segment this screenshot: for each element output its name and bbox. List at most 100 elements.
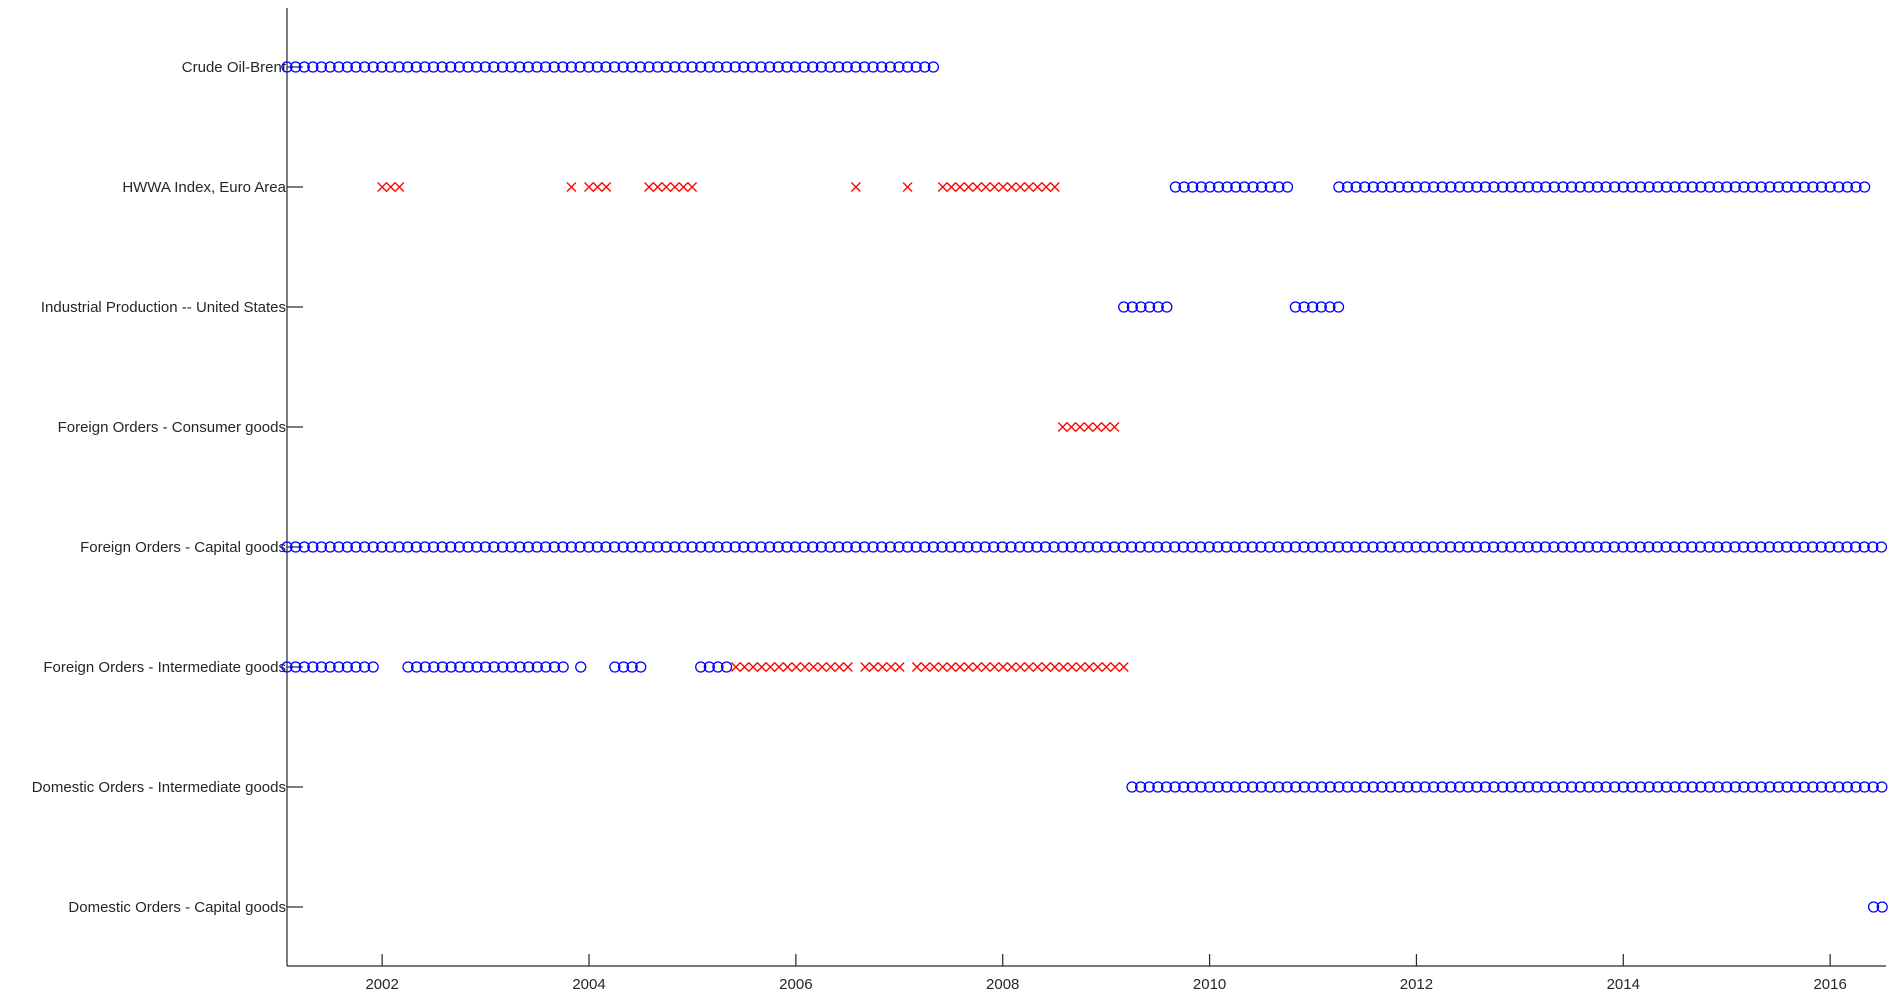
data-point-circle xyxy=(1238,541,1250,553)
data-point-circle xyxy=(1315,781,1328,793)
data-point-circle xyxy=(436,61,448,73)
data-point-circle xyxy=(514,61,526,73)
x-tick-label: 2004 xyxy=(572,976,605,993)
data-point-circle xyxy=(1246,541,1258,553)
data-point-circle xyxy=(548,661,561,673)
data-point-circle xyxy=(1496,181,1509,193)
data-point-circle xyxy=(643,541,655,553)
data-point-circle xyxy=(436,661,449,673)
data-point-circle xyxy=(1194,541,1207,553)
data-point-circle xyxy=(591,541,603,553)
data-point-circle xyxy=(1669,781,1681,793)
data-point-circle xyxy=(1729,541,1741,553)
data-point-circle xyxy=(608,61,621,73)
data-point-circle xyxy=(1462,781,1474,793)
data-point-circle xyxy=(867,61,879,73)
data-point-circle xyxy=(1574,181,1586,193)
data-point-circle xyxy=(1117,541,1129,553)
data-point-circle xyxy=(626,661,638,673)
data-point-circle xyxy=(1230,181,1242,193)
data-point-cross xyxy=(929,662,940,672)
data-point-circle xyxy=(1686,181,1698,193)
data-point-circle xyxy=(341,661,353,673)
data-point-circle xyxy=(1178,181,1190,193)
data-point-circle xyxy=(1634,541,1646,553)
data-point-circle xyxy=(1798,781,1810,793)
data-point-circle xyxy=(1419,181,1431,193)
x-tick-label: 2008 xyxy=(986,976,1019,993)
data-point-circle xyxy=(746,541,759,553)
data-point-circle xyxy=(703,541,715,553)
data-point-circle xyxy=(729,61,741,73)
data-point-circle xyxy=(1384,781,1397,793)
data-point-circle xyxy=(600,61,612,73)
data-point-cross xyxy=(825,662,836,672)
data-point-cross xyxy=(1083,422,1094,432)
data-point-circle xyxy=(410,661,423,673)
data-point-cross xyxy=(1049,182,1060,192)
data-point-circle xyxy=(462,61,474,73)
data-point-circle xyxy=(1850,181,1862,193)
data-point-circle xyxy=(901,541,914,553)
data-point-circle xyxy=(1152,781,1164,793)
data-point-circle xyxy=(1428,781,1440,793)
data-point-circle xyxy=(1652,781,1664,793)
data-point-circle xyxy=(548,61,560,73)
data-point-circle xyxy=(832,541,845,553)
data-point-cross xyxy=(842,662,853,672)
data-point-circle xyxy=(927,61,940,73)
data-point-circle xyxy=(850,61,862,73)
data-point-cross xyxy=(937,182,948,192)
data-point-circle xyxy=(789,61,802,73)
data-point-circle xyxy=(1384,181,1397,193)
data-point-circle xyxy=(1850,781,1862,793)
data-point-cross xyxy=(989,662,1000,672)
data-point-circle xyxy=(557,661,569,673)
data-point-circle xyxy=(1833,781,1845,793)
data-point-cross xyxy=(782,662,793,672)
data-point-circle xyxy=(1367,781,1379,793)
data-point-cross xyxy=(1100,422,1111,432)
data-point-cross xyxy=(1101,662,1112,672)
data-point-circle xyxy=(358,61,371,73)
data-point-circle xyxy=(350,661,362,673)
data-point-circle xyxy=(445,61,457,73)
data-point-cross xyxy=(1110,662,1121,672)
data-point-cross xyxy=(877,662,888,672)
data-point-circle xyxy=(333,661,345,673)
data-point-circle xyxy=(333,541,345,553)
data-point-circle xyxy=(1488,781,1500,793)
data-point-circle xyxy=(1462,541,1474,553)
data-point-circle xyxy=(470,541,483,553)
data-point-circle xyxy=(1187,181,1199,193)
data-point-circle xyxy=(1617,781,1629,793)
data-point-circle xyxy=(1220,541,1233,553)
data-point-circle xyxy=(1221,781,1233,793)
data-point-circle xyxy=(565,61,578,73)
data-point-cross xyxy=(980,662,991,672)
data-point-circle xyxy=(1186,781,1198,793)
data-point-circle xyxy=(651,541,664,553)
data-point-circle xyxy=(1651,541,1664,553)
data-point-circle xyxy=(1660,541,1672,553)
data-point-circle xyxy=(1721,181,1733,193)
data-point-circle xyxy=(1858,181,1871,193)
data-point-cross xyxy=(1006,182,1017,192)
data-point-circle xyxy=(1436,541,1448,553)
data-point-circle xyxy=(1833,181,1845,193)
data-point-cross xyxy=(1066,422,1077,432)
data-point-cross xyxy=(972,182,983,192)
data-point-circle xyxy=(1789,541,1801,553)
data-point-circle xyxy=(1807,181,1819,193)
data-point-circle xyxy=(1169,781,1181,793)
data-point-circle xyxy=(548,541,560,553)
data-point-circle xyxy=(1178,781,1190,793)
data-point-circle xyxy=(901,61,914,73)
data-point-circle xyxy=(617,661,630,673)
data-point-cross xyxy=(1032,662,1043,672)
data-point-circle xyxy=(1832,541,1845,553)
x-tick-label: 2010 xyxy=(1193,976,1226,993)
data-point-circle xyxy=(428,661,440,673)
data-point-circle xyxy=(1306,541,1319,553)
data-point-circle xyxy=(505,541,517,553)
